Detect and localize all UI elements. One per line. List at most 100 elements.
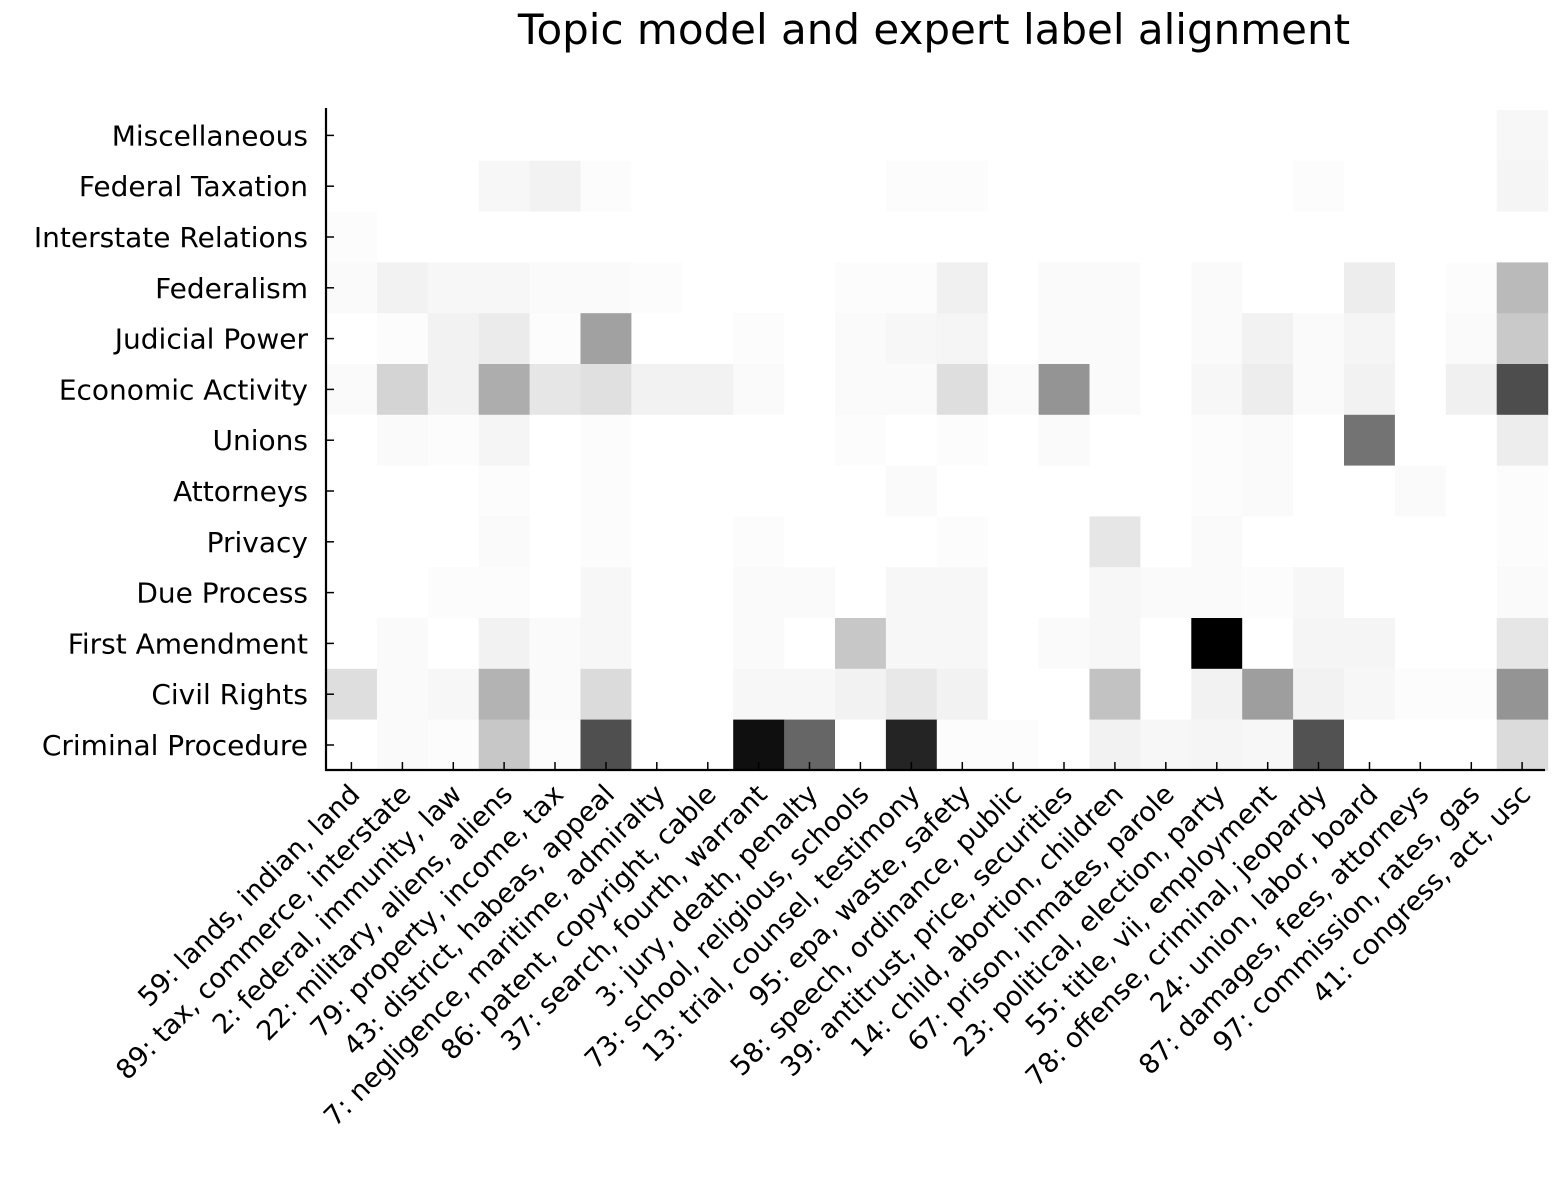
heatmap-cell <box>427 211 480 263</box>
heatmap-cell <box>1089 313 1141 365</box>
heatmap-cell <box>936 364 989 416</box>
heatmap-cell <box>835 414 887 467</box>
heatmap-cell <box>1089 110 1141 162</box>
y-tick-label-civil-rights: Civil Rights <box>151 678 308 711</box>
heatmap-cell <box>1191 313 1243 365</box>
heatmap-cell <box>835 110 887 162</box>
heatmap-cell <box>376 465 429 517</box>
heatmap-cell <box>376 262 429 314</box>
heatmap-cell <box>376 110 429 162</box>
heatmap-cell <box>1394 516 1447 568</box>
heatmap-cell <box>936 414 989 467</box>
heatmap-cell <box>427 465 480 517</box>
heatmap-cell <box>529 110 582 162</box>
axis-ticks <box>326 134 1523 770</box>
heatmap-cell <box>1038 465 1091 517</box>
heatmap-cell <box>1191 668 1243 721</box>
heatmap-cell <box>1242 110 1294 162</box>
heatmap-cell <box>1038 313 1091 365</box>
heatmap-cell <box>427 618 480 670</box>
heatmap-cell <box>1242 567 1294 619</box>
heatmap-cell <box>326 160 378 213</box>
heatmap-cell <box>987 160 1040 213</box>
heatmap-cell <box>987 110 1040 162</box>
y-tick-label-judicial-power: Judicial Power <box>113 323 309 356</box>
heatmap-cell <box>835 465 887 517</box>
heatmap-cell <box>1293 567 1345 619</box>
heatmap-cell <box>1445 262 1498 314</box>
heatmap-cell <box>1445 110 1498 162</box>
heatmap-cell <box>1191 160 1243 213</box>
heatmap-cell <box>885 313 938 365</box>
heatmap-cell <box>1394 364 1447 416</box>
heatmap-cell <box>580 364 632 416</box>
heatmap-cell <box>631 313 683 365</box>
heatmap-cell <box>885 211 938 263</box>
chart-title: Topic model and expert label alignment <box>517 5 1350 54</box>
heatmap-cell <box>987 313 1040 365</box>
heatmap-cell <box>682 516 734 568</box>
heatmap-cell <box>1140 414 1192 467</box>
heatmap-cell <box>784 364 836 416</box>
y-tick-label-unions: Unions <box>213 424 308 457</box>
heatmap-cell <box>1089 211 1141 263</box>
heatmap-cell <box>478 567 531 619</box>
heatmap-cell <box>1038 414 1091 467</box>
heatmap-cell <box>733 262 785 314</box>
heatmap-cell <box>1293 211 1345 263</box>
heatmap-cell <box>1293 516 1345 568</box>
heatmap-cell <box>835 516 887 568</box>
heatmap-cell <box>936 516 989 568</box>
heatmap-cell <box>784 668 836 721</box>
heatmap-cell <box>1445 160 1498 213</box>
heatmap-cell <box>427 160 480 213</box>
heatmap-cell <box>529 211 582 263</box>
heatmap-cell <box>1344 465 1396 517</box>
heatmap-cell <box>733 465 785 517</box>
heatmap-cell <box>1191 364 1243 416</box>
heatmap-cell <box>1293 364 1345 416</box>
heatmap-cell <box>885 668 938 721</box>
heatmap-cell <box>835 618 887 670</box>
heatmap-cell <box>580 618 632 670</box>
heatmap-cell <box>1140 262 1192 314</box>
heatmap-cell <box>682 262 734 314</box>
heatmap-cell <box>631 516 683 568</box>
heatmap-cell <box>1344 618 1396 670</box>
heatmap-cell <box>1038 160 1091 213</box>
heatmap-cell <box>1394 262 1447 314</box>
heatmap-cell <box>784 465 836 517</box>
heatmap-cell <box>1191 211 1243 263</box>
heatmap-cell <box>478 110 531 162</box>
heatmap-cell <box>1191 465 1243 517</box>
y-tick-label-due-process: Due Process <box>136 577 308 610</box>
heatmap-cell <box>478 465 531 517</box>
heatmap-cell <box>1496 516 1549 568</box>
heatmap-cell <box>529 465 582 517</box>
heatmap-cell <box>326 567 378 619</box>
heatmap-cell <box>1242 313 1294 365</box>
heatmap-cell <box>478 313 531 365</box>
heatmap-cell <box>1496 668 1549 721</box>
heatmap-cell <box>631 262 683 314</box>
heatmap-cell <box>1242 465 1294 517</box>
heatmap-cell <box>1089 262 1141 314</box>
heatmap-cell <box>631 618 683 670</box>
heatmap-cell <box>1394 313 1447 365</box>
heatmap-cell <box>1038 668 1091 721</box>
heatmap-cell <box>1496 313 1549 365</box>
heatmap-cell <box>376 668 429 721</box>
heatmap-cell <box>1445 567 1498 619</box>
heatmap-cell <box>1496 414 1549 467</box>
heatmap-cell <box>885 262 938 314</box>
heatmap-cell <box>1496 211 1549 263</box>
heatmap-cell <box>987 567 1040 619</box>
heatmap-cell <box>1496 110 1549 162</box>
heatmap-cell <box>987 414 1040 467</box>
heatmap-cell <box>1089 567 1141 619</box>
heatmap-cell <box>326 110 378 162</box>
heatmap-cell <box>1445 516 1498 568</box>
heatmap-cell <box>326 211 378 263</box>
y-tick-label-privacy: Privacy <box>207 526 308 559</box>
